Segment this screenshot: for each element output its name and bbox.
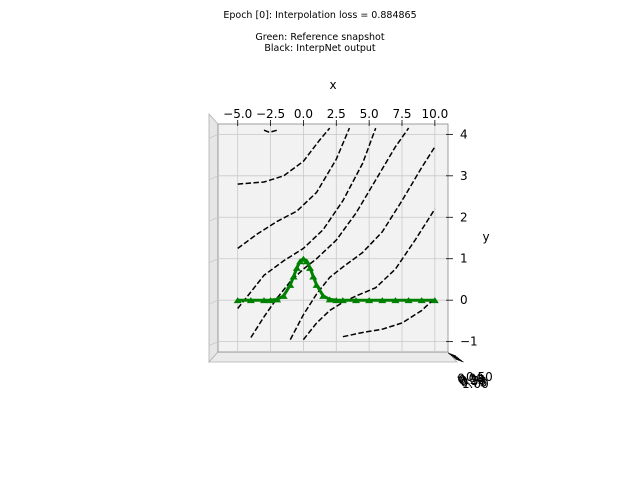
interpnet-contour-line — [250, 127, 410, 338]
y-axis-ticks: −1 0 1 2 3 4 — [446, 127, 478, 349]
reference-snapshot-point — [325, 296, 334, 303]
reference-snapshot-point — [378, 297, 387, 304]
reference-snapshot-point — [338, 297, 347, 304]
z-tick-mark — [455, 358, 464, 363]
x-tick-label: −2.5 — [256, 107, 285, 121]
y-tick-label: −1 — [460, 335, 478, 349]
reference-snapshot-point — [391, 297, 400, 304]
z-tick-label: 0.50 — [460, 374, 487, 388]
reference-snapshot-point — [306, 264, 314, 271]
z-tick-mark — [452, 356, 461, 360]
plot-pane — [217, 123, 449, 353]
x-tick-label: −5.0 — [223, 107, 252, 121]
interpnet-contour-line — [237, 127, 331, 185]
z-tick-label: 0.00 — [457, 371, 484, 385]
y-tick-label: 2 — [460, 210, 468, 224]
x-tick-label: 7.5 — [392, 107, 411, 121]
reference-snapshot-point — [233, 297, 242, 304]
interpnet-contour-line — [263, 129, 278, 134]
z-axis-ticks: −0.500.000.250.500.751.00 — [447, 352, 493, 391]
z-tick-label: 1.00 — [462, 377, 489, 391]
z-tick-mark — [449, 353, 458, 358]
x-tick-label: 10.0 — [421, 107, 448, 121]
reference-snapshot-point — [273, 296, 282, 303]
reference-snapshot-point — [266, 297, 275, 304]
side-gridline — [208, 299, 219, 305]
x-tick-label: 0.0 — [294, 107, 313, 121]
x-axis-label: x — [329, 78, 336, 92]
z-tick-mark — [450, 355, 460, 359]
y-tick-label: 1 — [460, 252, 468, 266]
reference-snapshot-point — [365, 297, 374, 304]
chart-title: Epoch [0]: Interpolation loss = 0.884865 — [223, 10, 416, 21]
interpnet-contour-line — [237, 127, 351, 250]
y-tick-label: 3 — [460, 169, 468, 183]
side-gridline — [208, 216, 219, 222]
x-tick-label: 2.5 — [327, 107, 346, 121]
chart-subtitle-line-1: Green: Reference snapshot — [255, 32, 384, 43]
reference-snapshot-point — [246, 297, 255, 304]
reference-snapshot-point — [417, 297, 426, 304]
reference-snapshot-point — [352, 297, 360, 304]
x-axis-ticks: −5.0 −2.5 0.0 2.5 5.0 7.5 10.0 — [223, 107, 448, 126]
interpnet-output-contours — [237, 127, 436, 341]
reference-snapshot-point — [319, 292, 328, 299]
chart-subtitle-line-2: Black: InterpNet output — [264, 43, 376, 54]
x-tick-label: 5.0 — [360, 107, 379, 121]
reference-snapshot-point — [279, 292, 288, 299]
reference-snapshot — [233, 255, 439, 304]
interpnet-contour-line — [342, 297, 436, 338]
pane-edges — [208, 112, 458, 364]
reference-snapshot-point — [260, 297, 268, 304]
y-tick-label: 0 — [460, 293, 468, 307]
z-tick-mark — [447, 352, 457, 357]
reference-snapshot-point — [332, 297, 341, 304]
z-tick-label: −0.50 — [456, 370, 493, 384]
reference-snapshot-point — [302, 258, 311, 265]
interpnet-contour-line — [237, 127, 377, 309]
side-gridline — [208, 258, 219, 264]
interpnet-contour-line — [302, 208, 436, 341]
reference-snapshot-point — [404, 297, 413, 304]
reference-snapshot-point — [286, 281, 295, 288]
y-tick-label: 4 — [460, 127, 468, 141]
z-tick-label: 0.25 — [458, 373, 485, 387]
reference-snapshot-point — [312, 281, 321, 288]
side-gridline — [208, 175, 219, 181]
side-gridline — [208, 133, 219, 139]
z-tick-mark — [453, 357, 463, 362]
reference-snapshot-point — [309, 273, 318, 280]
reference-snapshot-point — [292, 264, 301, 271]
z-tick-label: 0.75 — [461, 376, 488, 390]
interpnet-contour-line — [289, 146, 436, 340]
side-gridline — [208, 341, 219, 347]
reference-snapshot-point — [430, 297, 439, 304]
reference-snapshot-point — [289, 273, 298, 280]
y-axis-label: y — [482, 230, 489, 244]
